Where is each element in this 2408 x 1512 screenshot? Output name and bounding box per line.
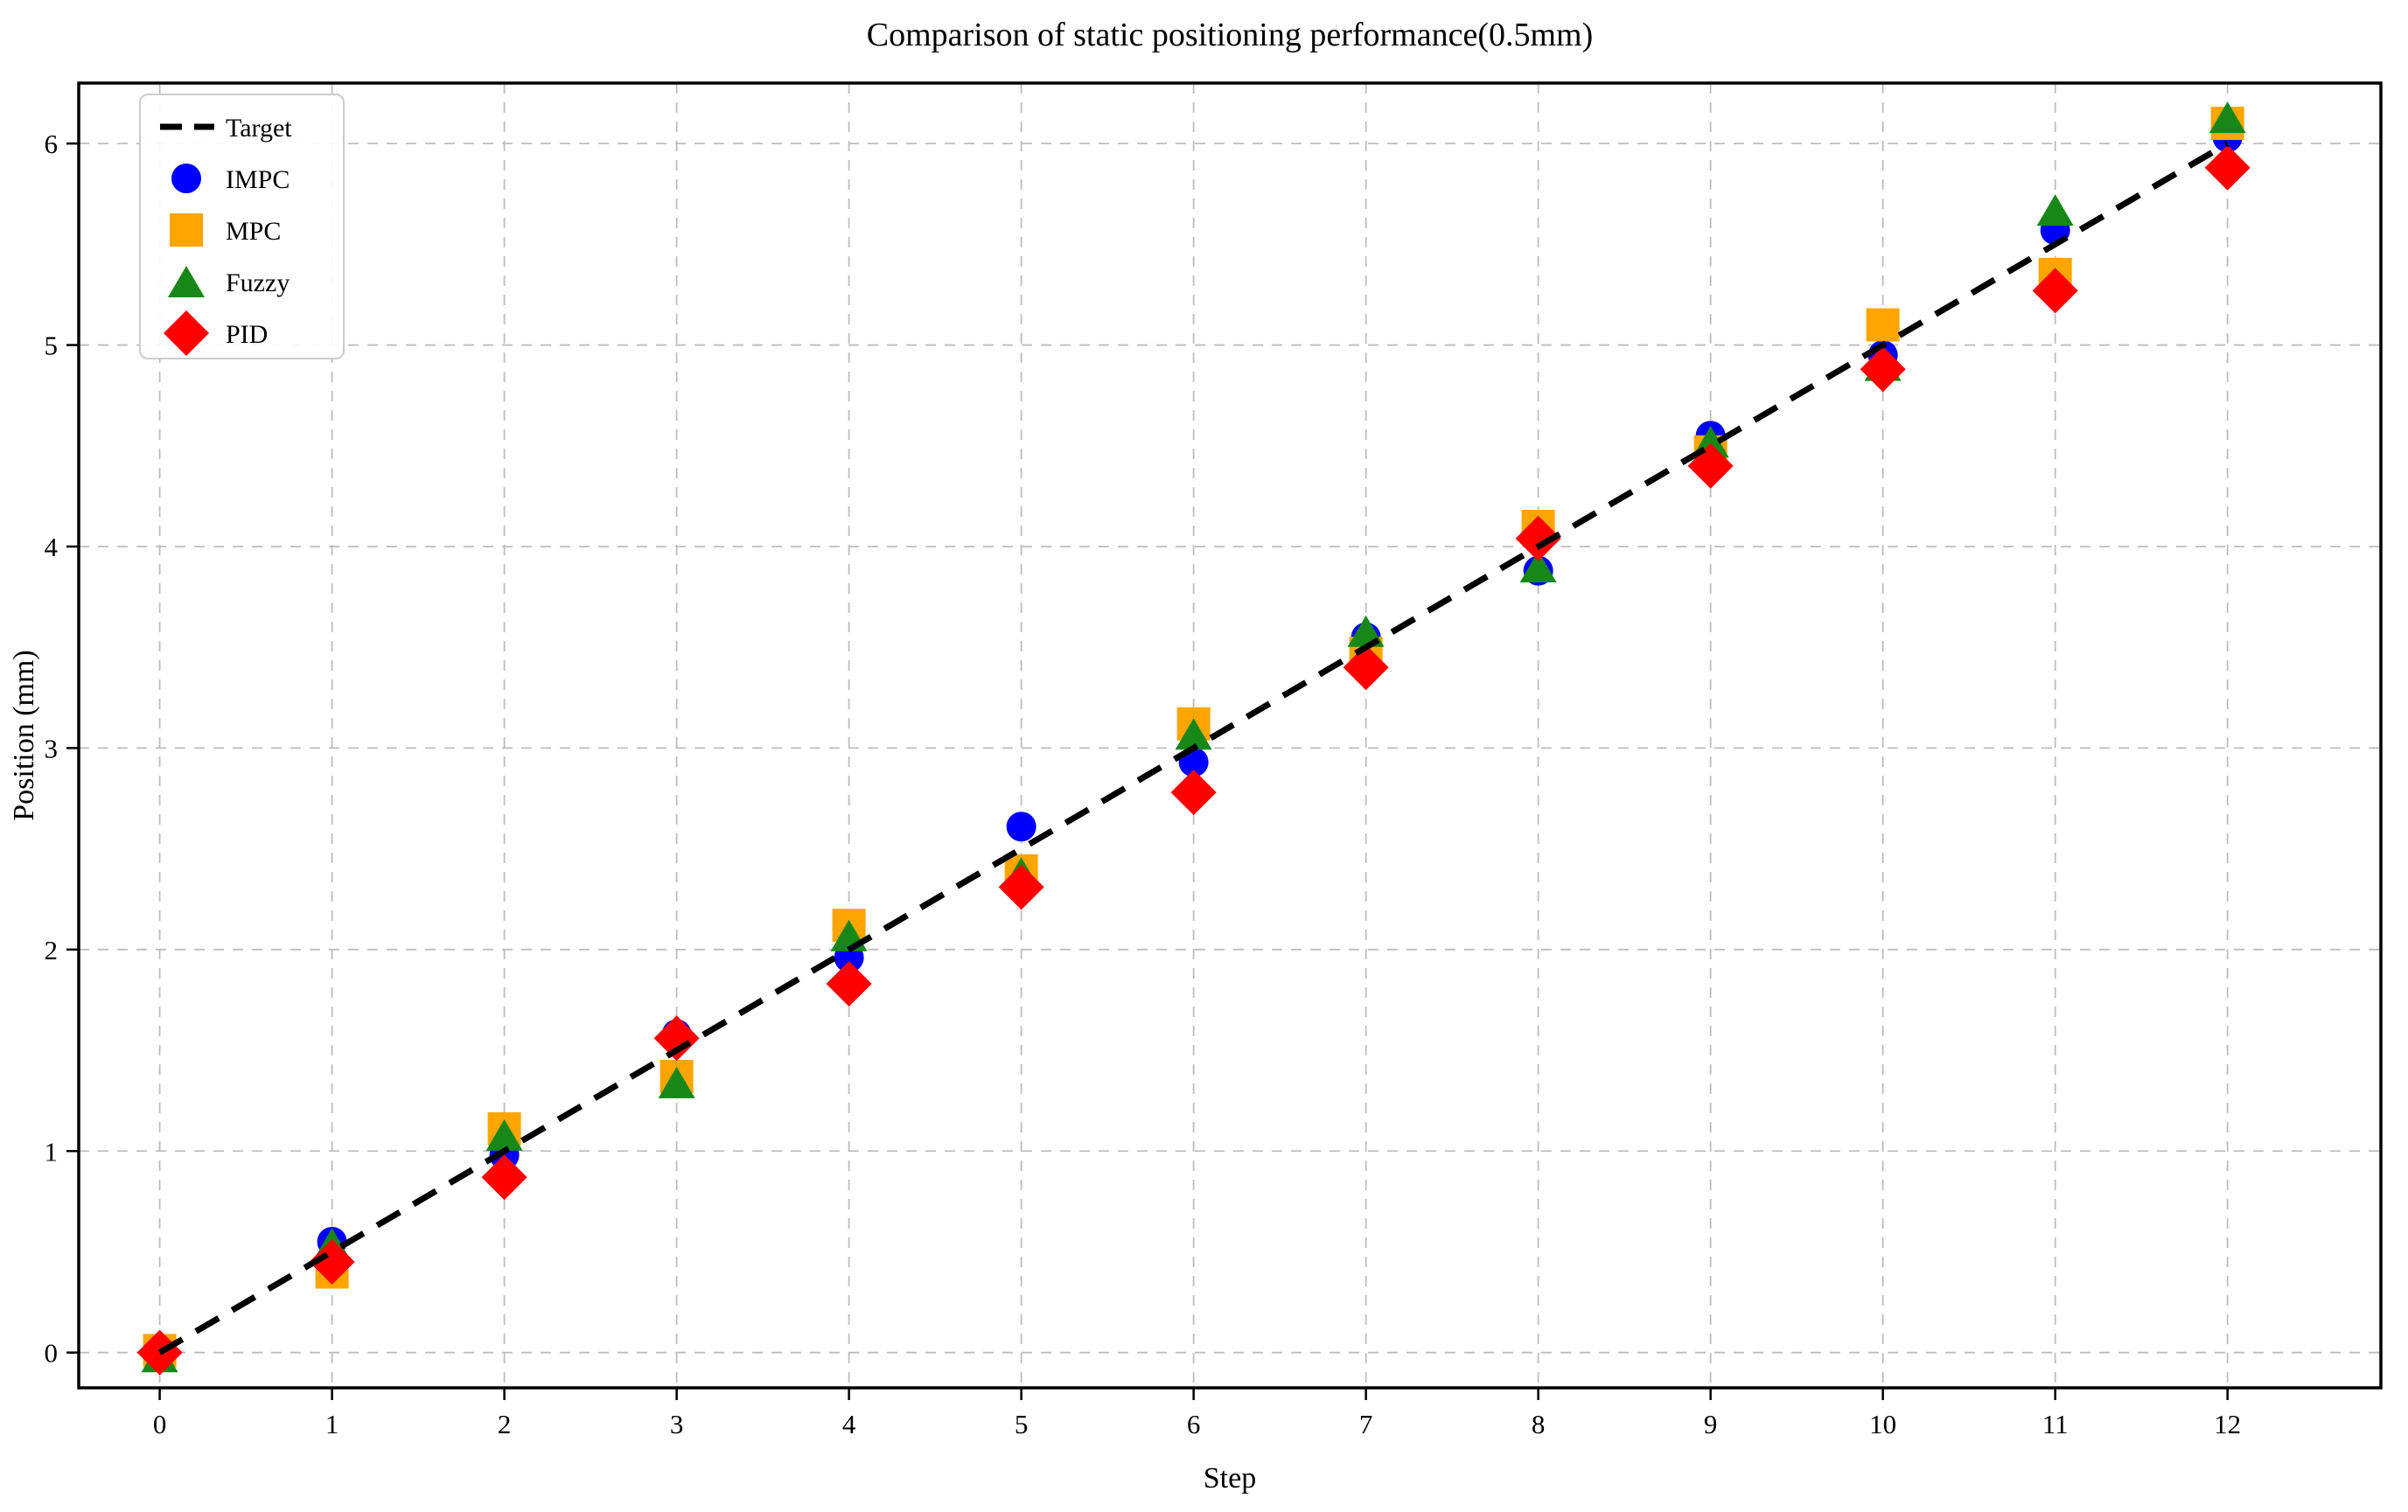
legend-label-pid: PID	[226, 320, 268, 349]
marker-pid-step-1	[309, 1238, 355, 1285]
x-tick-label-8: 8	[1532, 1409, 1546, 1439]
legend-item-mpc: MPC	[170, 213, 281, 247]
plot-frame	[77, 81, 2383, 1390]
marker-pid-step-10	[1860, 346, 1906, 393]
x-tick-label-10: 10	[1869, 1409, 1896, 1439]
y-tick-label-2: 2	[45, 935, 59, 965]
y-tick-label-6: 6	[45, 129, 59, 159]
y-tick-label-5: 5	[45, 331, 59, 361]
marker-pid-step-2	[481, 1154, 527, 1201]
legend-swatch-fuzzy	[168, 266, 205, 297]
marker-fuzzy-step-2	[485, 1118, 523, 1151]
legend-swatch-impc	[171, 164, 201, 193]
marker-fuzzy-step-6	[1175, 718, 1212, 750]
series-markers	[136, 101, 2251, 1376]
marker-fuzzy-step-3	[658, 1066, 695, 1098]
legend-label-mpc: MPC	[226, 217, 281, 246]
marker-pid-step-11	[2032, 268, 2078, 314]
gridlines	[79, 83, 2381, 1388]
legend-swatch-mpc	[170, 213, 203, 247]
y-tick-label-0: 0	[45, 1338, 59, 1369]
marker-pid-step-8	[1515, 515, 1561, 561]
x-tick-label-3: 3	[670, 1409, 684, 1439]
x-tick-label-9: 9	[1704, 1409, 1718, 1439]
marker-pid-step-7	[1343, 645, 1389, 691]
marker-pid-step-4	[826, 960, 872, 1007]
marker-fuzzy-step-8	[1519, 551, 1557, 583]
marker-impc-step-5	[1006, 812, 1036, 842]
marker-pid-step-12	[2204, 144, 2251, 191]
legend-swatch-pid	[164, 310, 209, 356]
marker-pid-step-6	[1170, 770, 1217, 816]
legend-item-target: Target	[160, 114, 292, 143]
x-tick-label-1: 1	[325, 1409, 339, 1439]
x-tick-label-2: 2	[498, 1409, 512, 1439]
marker-pid-step-5	[998, 864, 1044, 910]
marker-mpc-step-10	[1866, 308, 1900, 342]
x-tick-label-5: 5	[1015, 1409, 1029, 1439]
y-tick-label-3: 3	[45, 733, 59, 763]
legend-label-impc: IMPC	[226, 165, 290, 194]
x-tick-label-4: 4	[842, 1409, 856, 1439]
target-line	[157, 141, 2230, 1355]
y-tick-label-4: 4	[45, 532, 59, 562]
marker-pid-step-3	[653, 1015, 700, 1062]
x-tick-label-12: 12	[2214, 1409, 2241, 1439]
x-axis-label: Step	[1204, 1462, 1256, 1495]
x-tick-label-6: 6	[1187, 1409, 1201, 1439]
chart-title: Comparison of static positioning perform…	[867, 17, 1594, 53]
y-axis-label: Position (mm)	[8, 650, 40, 821]
legend-item-fuzzy: Fuzzy	[168, 266, 290, 297]
x-tick-label-7: 7	[1359, 1409, 1373, 1439]
legend-item-impc: IMPC	[171, 164, 290, 194]
marker-fuzzy-step-11	[2036, 194, 2074, 226]
x-tick-label-0: 0	[153, 1409, 167, 1439]
y-tick-label-1: 1	[45, 1136, 59, 1167]
legend-item-pid: PID	[164, 310, 268, 356]
legend: Target IMPC MPC Fuzzy PID	[139, 94, 345, 359]
x-tick-label-11: 11	[2042, 1409, 2069, 1439]
legend-label-fuzzy: Fuzzy	[226, 268, 290, 297]
marker-fuzzy-step-12	[2209, 101, 2246, 134]
legend-label-target: Target	[226, 114, 292, 143]
